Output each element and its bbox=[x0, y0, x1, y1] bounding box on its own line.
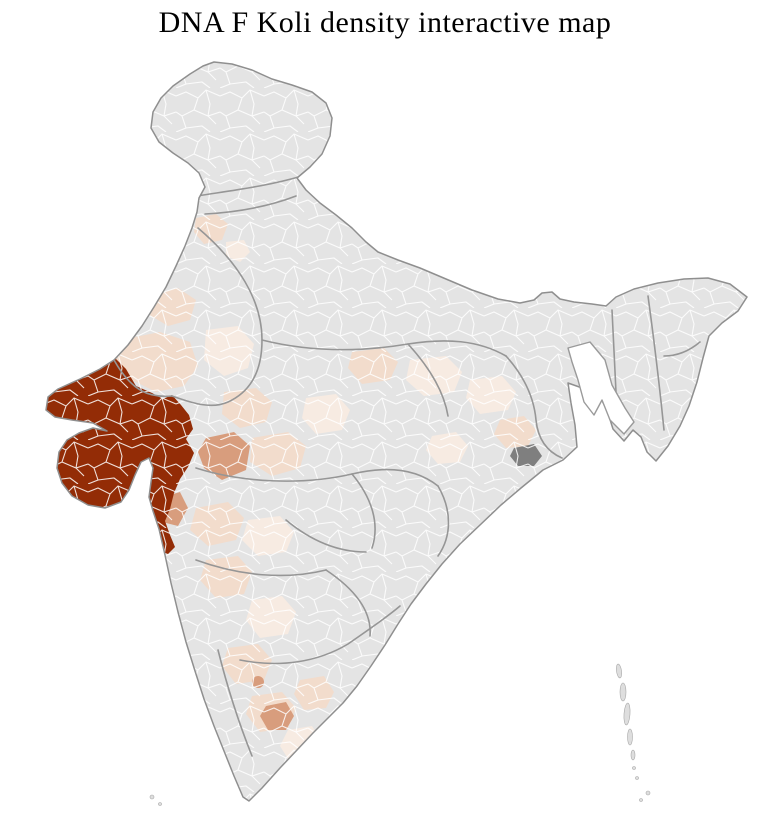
state-borders bbox=[113, 175, 701, 757]
district-lines-overlay bbox=[46, 62, 747, 801]
map-title: DNA F Koli density interactive map bbox=[158, 6, 612, 39]
bangladesh-cutout bbox=[567, 341, 635, 435]
lakshadweep-islands[interactable] bbox=[149, 794, 162, 806]
andaman-islands[interactable] bbox=[616, 663, 651, 802]
